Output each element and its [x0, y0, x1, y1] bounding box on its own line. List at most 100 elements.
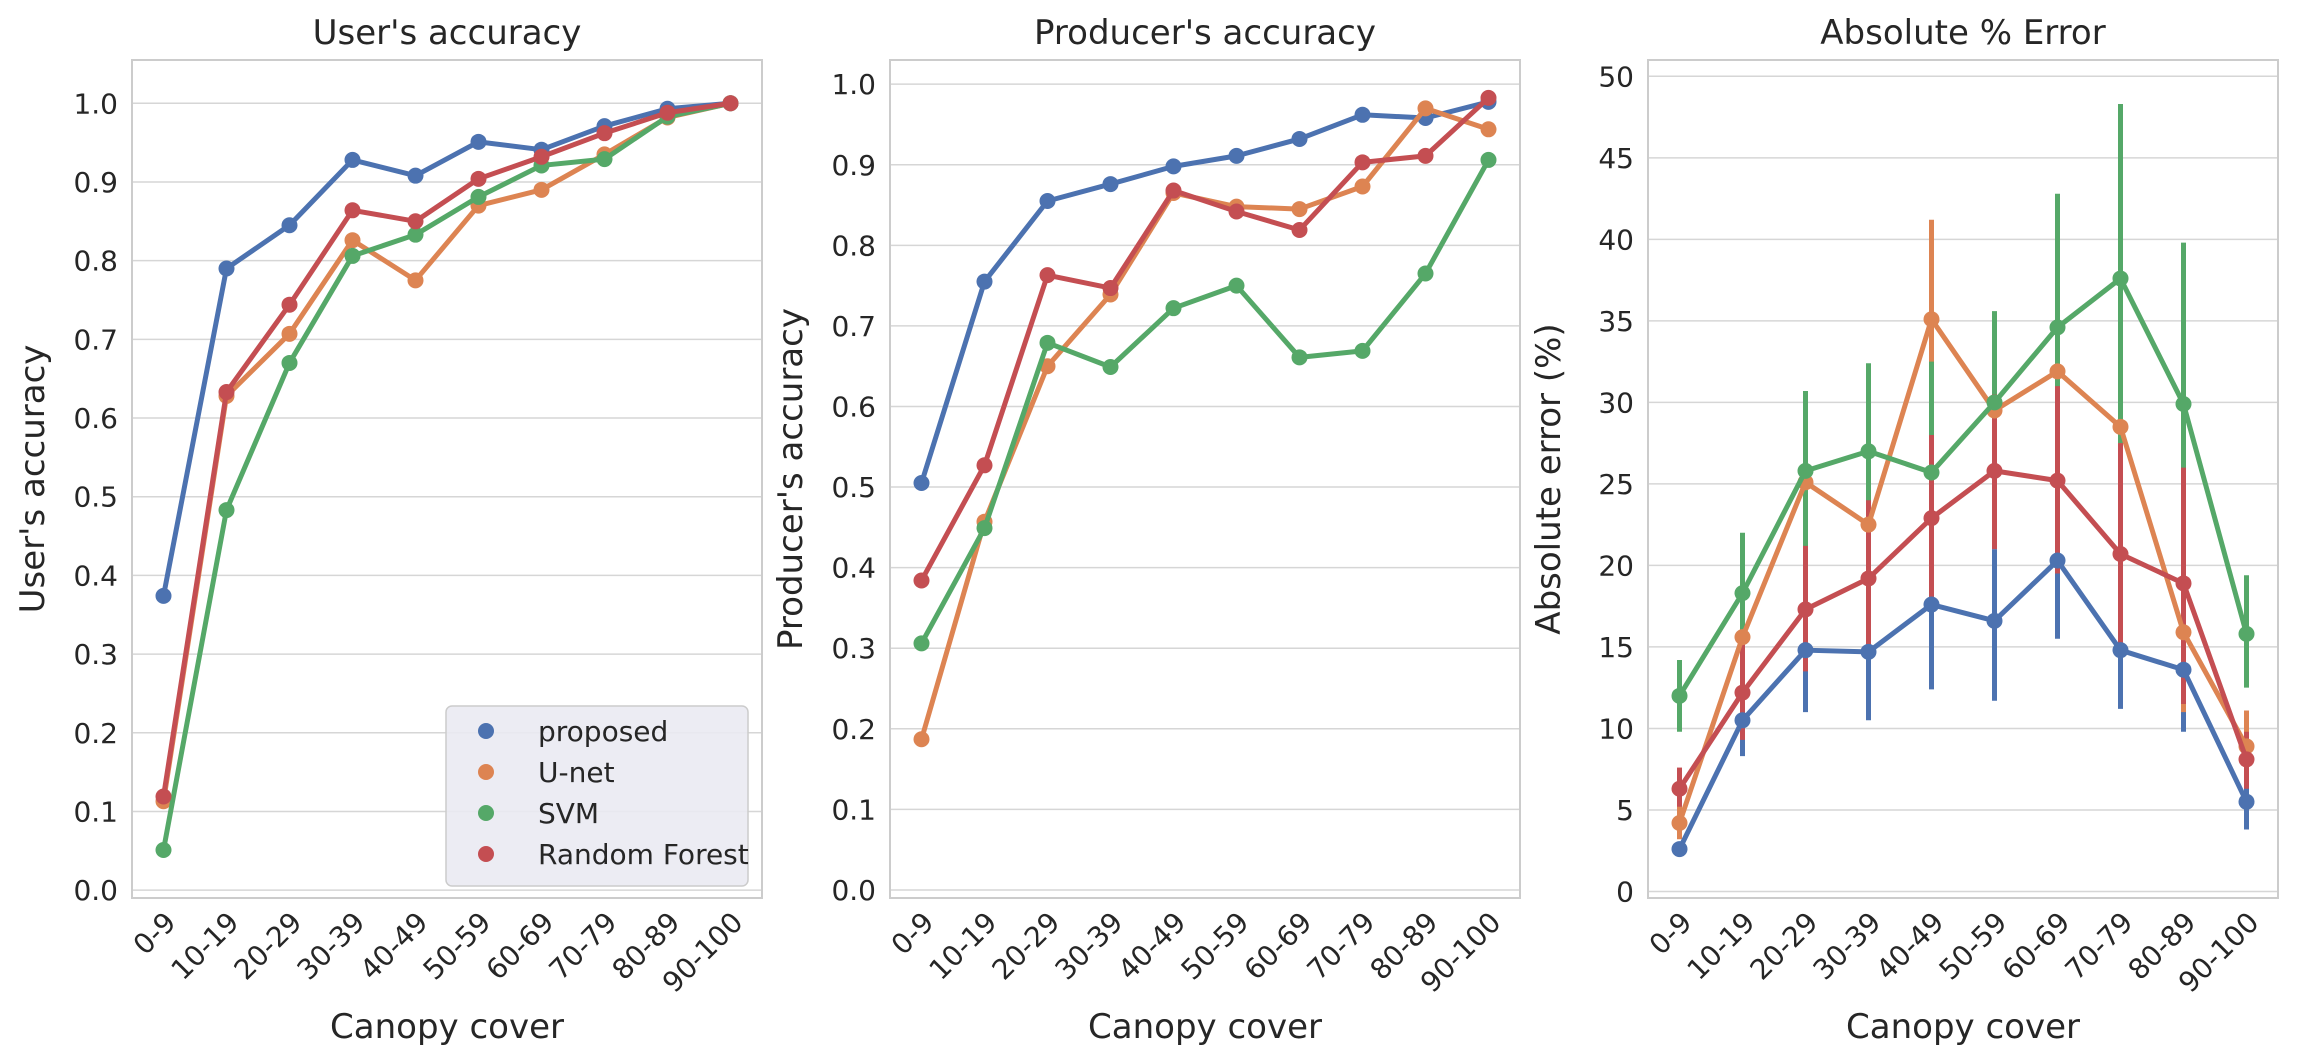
x-tick-label: 10-19: [1681, 906, 1762, 987]
data-point: [1039, 334, 1056, 351]
data-point: [1671, 780, 1688, 797]
y-tick-label: 40: [1598, 223, 1634, 256]
x-tick-label: 30-39: [291, 906, 372, 987]
series-line: [1677, 275, 2249, 698]
y-tick-label: 0.5: [73, 481, 118, 514]
data-point: [1671, 815, 1688, 832]
x-tick-label: 60-69: [480, 906, 561, 987]
data-point: [155, 587, 172, 604]
data-point: [913, 475, 930, 492]
data-point: [2112, 642, 2129, 659]
y-tick-label: 45: [1598, 142, 1634, 175]
data-point: [1923, 596, 1940, 613]
legend-box: [445, 705, 749, 887]
data-point: [2175, 624, 2192, 641]
x-tick-label: 60-69: [1238, 906, 1319, 987]
data-point: [1291, 201, 1308, 218]
chart-panel-1: 0.00.10.20.30.40.50.60.70.80.91.00-910-1…: [13, 13, 763, 1047]
data-point: [344, 202, 361, 219]
legend-label: U-net: [538, 756, 615, 789]
y-tick-label: 0.1: [831, 793, 876, 826]
data-point: [218, 260, 235, 277]
y-tick-label: 0.0: [73, 874, 118, 907]
data-point: [1291, 349, 1308, 366]
legend-marker: [478, 805, 494, 821]
data-point: [1354, 342, 1371, 359]
data-point: [281, 296, 298, 313]
data-point: [407, 213, 424, 230]
data-point: [1480, 89, 1497, 106]
series-line: [1677, 558, 2249, 851]
data-point: [1860, 516, 1877, 533]
data-point: [1923, 311, 1940, 328]
data-point: [1986, 612, 2003, 629]
y-tick-label: 20: [1598, 549, 1634, 582]
data-point: [1734, 684, 1751, 701]
y-tick-label: 0.8: [73, 245, 118, 278]
series-line: [919, 99, 1490, 484]
y-tick-label: 0.4: [831, 552, 876, 585]
data-point: [1228, 147, 1245, 164]
y-tick-label: 10: [1598, 712, 1634, 745]
y-tick-label: 0.9: [831, 149, 876, 182]
data-point: [1165, 300, 1182, 317]
data-point: [1986, 462, 2003, 479]
data-point: [2112, 418, 2129, 435]
data-point: [1860, 570, 1877, 587]
x-tick-label: 70-79: [1301, 906, 1382, 987]
legend-label: SVM: [538, 797, 599, 830]
y-tick-label: 0.6: [73, 402, 118, 435]
data-point: [1860, 643, 1877, 660]
data-point: [1480, 121, 1497, 138]
y-axis-label: Absolute error (%): [1529, 323, 1569, 634]
x-tick-label: 30-39: [1049, 906, 1130, 987]
x-tick-label: 10-19: [165, 906, 246, 987]
data-point: [218, 384, 235, 401]
data-point: [2238, 625, 2255, 642]
y-tick-label: 1.0: [831, 68, 876, 101]
legend-marker: [478, 846, 494, 862]
y-tick-label: 15: [1598, 631, 1634, 664]
data-point: [470, 170, 487, 187]
data-point: [1354, 106, 1371, 123]
y-tick-label: 25: [1598, 468, 1634, 501]
data-point: [2049, 363, 2066, 380]
data-point: [1102, 176, 1119, 193]
data-point: [1417, 100, 1434, 117]
data-point: [1797, 601, 1814, 618]
data-point: [344, 232, 361, 249]
chart-title: User's accuracy: [313, 13, 582, 53]
data-point: [218, 502, 235, 519]
data-point: [407, 226, 424, 243]
plot-frame: [131, 59, 763, 899]
x-tick-label: 70-79: [543, 906, 624, 987]
x-tick-label: 50-59: [1175, 906, 1256, 987]
x-tick-label: 20-29: [1744, 906, 1825, 987]
series-line: [161, 100, 731, 797]
data-point: [1354, 178, 1371, 195]
y-tick-label: 0.6: [831, 390, 876, 423]
series-line: [161, 100, 732, 851]
y-tick-label: 0.0: [831, 874, 876, 907]
data-point: [1102, 280, 1119, 297]
y-tick-label: 0.2: [831, 713, 876, 746]
plot-frame: [1647, 59, 2279, 899]
x-tick-label: 50-59: [417, 906, 498, 987]
data-point: [407, 272, 424, 289]
series-line: [1677, 316, 2249, 824]
legend-marker: [478, 723, 494, 739]
series-line: [161, 100, 731, 597]
data-point: [976, 273, 993, 290]
series-line: [919, 158, 1491, 645]
data-point: [1923, 464, 1940, 481]
y-tick-label: 5: [1616, 794, 1634, 827]
data-point: [1734, 629, 1751, 646]
data-point: [2238, 793, 2255, 810]
legend-label: proposed: [538, 715, 668, 748]
y-tick-label: 0.4: [73, 559, 118, 592]
data-point: [722, 95, 739, 112]
y-axis-label: User's accuracy: [13, 345, 53, 614]
data-point: [2238, 751, 2255, 768]
chart-panel-3: 051015202530354045500-910-1920-2930-3940…: [1529, 13, 2279, 1047]
